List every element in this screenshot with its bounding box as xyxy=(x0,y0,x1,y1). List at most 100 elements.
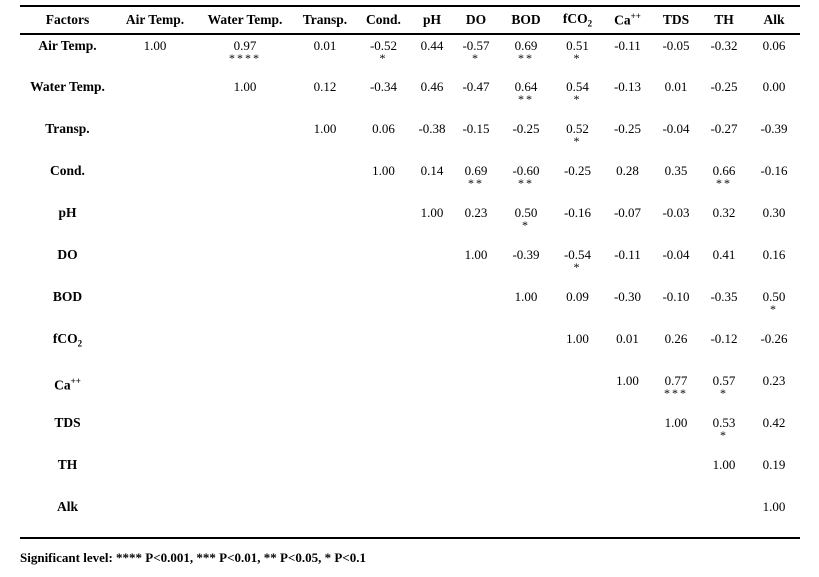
correlation-cell xyxy=(115,118,195,160)
correlation-cell: 0.77 *** xyxy=(652,370,700,412)
correlation-cell: 1.00 xyxy=(616,373,639,388)
correlation-cell xyxy=(412,244,452,286)
correlation-cell xyxy=(115,412,195,454)
correlation-cell xyxy=(355,454,412,496)
table-row: Ca++ 1.00 0.77 *** 0.57 * 0.23 xyxy=(20,370,800,412)
correlation-cell: -0.11 xyxy=(614,38,641,53)
significance-stars: * xyxy=(573,134,582,148)
correlation-cell: 0.50 * xyxy=(748,286,800,328)
correlation-cell: -0.60 ** xyxy=(500,160,552,202)
correlation-cell xyxy=(115,244,195,286)
correlation-cell xyxy=(195,412,295,454)
correlation-cell: 0.14 xyxy=(420,163,444,178)
significance-stars: ** xyxy=(518,51,534,65)
table-row: Air Temp. 1.00 0.97 **** 0.01 -0.52 * 0.44 -0.57… xyxy=(20,34,800,76)
correlation-cell: -0.25 xyxy=(710,79,738,94)
correlation-cell: 1.00 xyxy=(313,121,337,136)
correlation-cell: 0.46 xyxy=(420,79,444,94)
subscript: 2 xyxy=(587,18,593,29)
correlation-cell: 0.09 xyxy=(566,289,589,304)
superscript: ++ xyxy=(70,376,81,386)
correlation-cell xyxy=(195,202,295,244)
correlation-cell: -0.39 xyxy=(760,121,788,136)
correlation-cell: 0.69 ** xyxy=(500,34,552,76)
correlation-cell xyxy=(295,244,355,286)
factor-label: Water Temp. xyxy=(30,79,105,94)
correlation-cell xyxy=(412,370,452,412)
correlation-cell: 0.19 xyxy=(762,457,786,472)
correlation-cell: 0.53 * xyxy=(700,412,748,454)
correlation-cell: 0.69 ** xyxy=(452,160,500,202)
correlation-cell xyxy=(115,286,195,328)
correlation-cell: -0.12 xyxy=(710,331,738,346)
correlation-cell: 0.44 xyxy=(420,38,444,53)
correlation-cell xyxy=(195,286,295,328)
correlation-cell: 1.00 xyxy=(566,331,589,346)
correlation-cell: -0.35 xyxy=(710,289,738,304)
correlation-cell: -0.54 * xyxy=(552,244,603,286)
correlation-cell: -0.57 * xyxy=(452,34,500,76)
column-header: Water Temp. xyxy=(195,6,295,35)
correlation-cell: 1.00 xyxy=(233,79,257,94)
column-header: Alk xyxy=(748,6,800,35)
correlation-cell xyxy=(355,286,412,328)
correlation-cell xyxy=(500,454,552,496)
column-header: BOD xyxy=(500,6,552,35)
factor-label: TDS xyxy=(54,415,81,430)
correlation-cell xyxy=(452,454,500,496)
correlation-cell: -0.11 xyxy=(614,247,641,262)
correlation-cell: 1.00 xyxy=(464,247,488,262)
significance-stars: ** xyxy=(716,176,732,190)
significance-stars: * xyxy=(573,260,582,274)
correlation-cell: -0.16 xyxy=(563,205,592,220)
correlation-cell xyxy=(603,496,652,539)
significance-stars: * xyxy=(573,92,582,106)
significance-legend: Significant level: **** P<0.001, *** P<0… xyxy=(20,550,366,565)
table-row: TDS 1.00 0.53 * 0.42 xyxy=(20,412,800,454)
correlation-cell: 0.41 xyxy=(712,247,736,262)
table-row: Cond. 1.00 0.14 0.69 ** -0.60 ** -0.25 0.28 0.35 0… xyxy=(20,160,800,202)
correlation-cell: -0.04 xyxy=(662,247,690,262)
correlation-cell: 1.00 xyxy=(372,163,395,178)
significance-stars: **** xyxy=(229,51,261,65)
correlation-cell xyxy=(652,496,700,539)
correlation-cell: 0.50 * xyxy=(500,202,552,244)
correlation-cell xyxy=(355,202,412,244)
table-body: Air Temp. 1.00 0.97 **** 0.01 -0.52 * 0.44 -0.57… xyxy=(20,34,800,539)
correlation-cell xyxy=(452,496,500,539)
correlation-cell: 0.64 ** xyxy=(500,76,552,118)
correlation-cell xyxy=(295,202,355,244)
correlation-cell xyxy=(115,454,195,496)
correlation-cell: -0.39 xyxy=(512,247,540,262)
significance-stars: * xyxy=(770,302,778,316)
correlation-cell xyxy=(115,160,195,202)
correlation-cell xyxy=(355,244,412,286)
correlation-cell xyxy=(412,328,452,370)
significance-stars: * xyxy=(720,386,728,400)
correlation-cell xyxy=(295,454,355,496)
correlation-cell xyxy=(355,412,412,454)
table-header: Factors Air Temp. Water Temp. Transp. Cond. p… xyxy=(20,6,800,35)
significance-stars: ** xyxy=(518,92,534,106)
correlation-cell xyxy=(115,328,195,370)
correlation-cell xyxy=(115,370,195,412)
subscript: 2 xyxy=(77,338,83,349)
correlation-cell xyxy=(500,496,552,539)
correlation-cell: 0.06 xyxy=(372,121,395,136)
correlation-cell: -0.16 xyxy=(760,163,788,178)
correlation-cell xyxy=(295,160,355,202)
significance-stars: * xyxy=(522,218,530,232)
correlation-cell xyxy=(355,370,412,412)
correlation-cell: -0.25 xyxy=(613,121,642,136)
header-row: Factors Air Temp. Water Temp. Transp. Cond. p… xyxy=(20,6,800,35)
table-row: Water Temp. 1.00 0.12 -0.34 0.46 -0.47 0.64 ** 0… xyxy=(20,76,800,118)
column-header: Cond. xyxy=(355,6,412,35)
correlation-cell: -0.27 xyxy=(710,121,738,136)
correlation-cell xyxy=(500,412,552,454)
correlation-cell xyxy=(452,370,500,412)
correlation-cell xyxy=(295,328,355,370)
correlation-cell xyxy=(652,454,700,496)
factor-label: Ca++ xyxy=(54,376,81,393)
correlation-cell: -0.26 xyxy=(760,331,788,346)
